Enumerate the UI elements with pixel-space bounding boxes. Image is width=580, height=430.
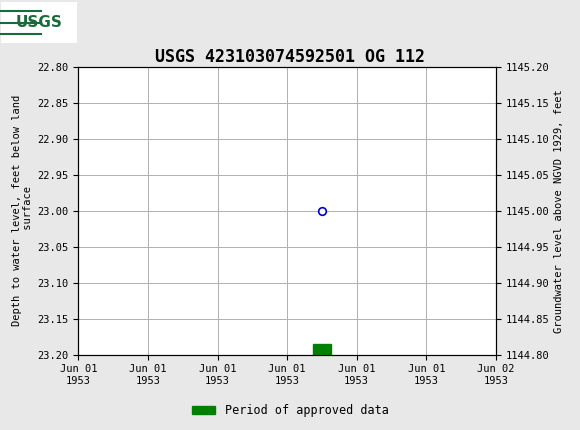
Y-axis label: Groundwater level above NGVD 1929, feet: Groundwater level above NGVD 1929, feet — [553, 89, 564, 332]
Legend: Period of approved data: Period of approved data — [187, 399, 393, 422]
Y-axis label: Depth to water level, feet below land
 surface: Depth to water level, feet below land su… — [12, 95, 33, 326]
Text: USGS 423103074592501 OG 112: USGS 423103074592501 OG 112 — [155, 48, 425, 66]
Text: USGS: USGS — [16, 15, 63, 30]
Bar — [313, 344, 331, 357]
FancyBboxPatch shape — [1, 2, 77, 43]
